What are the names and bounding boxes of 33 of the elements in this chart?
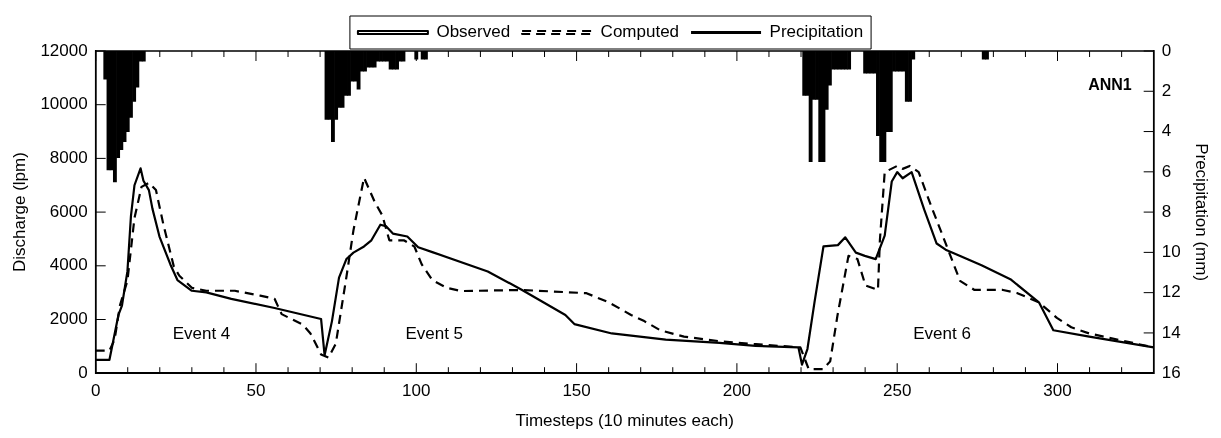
- y-tick-label: 6000: [49, 201, 88, 221]
- y2-tick-label: 4: [1161, 121, 1172, 141]
- y-tick-label: 0: [78, 362, 88, 382]
- x-tick-label: 100: [402, 381, 431, 401]
- x-axis-title: Timesteps (10 minutes each): [515, 411, 734, 431]
- y2-tick-label: 12: [1161, 282, 1181, 302]
- annotation: ANN1: [1088, 76, 1132, 94]
- y2-axis-title: Precipitation (mm): [1192, 143, 1212, 282]
- x-tick-label: 0: [90, 381, 101, 401]
- x-tick-label: 200: [722, 381, 752, 401]
- annotation: Event 5: [405, 324, 464, 344]
- y2-tick-label: 0: [1161, 40, 1172, 60]
- y2-tick-label: 6: [1161, 161, 1172, 181]
- y-tick-label: 2000: [49, 309, 88, 329]
- annotation: Event 4: [172, 324, 231, 344]
- y-tick-label: 12000: [40, 40, 88, 60]
- x-tick-label: 50: [246, 381, 266, 401]
- legend-label: Observed: [436, 22, 511, 42]
- y-tick-label: 8000: [49, 148, 88, 168]
- y2-tick-label: 2: [1161, 80, 1172, 100]
- legend-label: Precipitation: [769, 22, 864, 42]
- x-tick-label: 300: [1043, 381, 1072, 401]
- y-tick-label: 10000: [40, 94, 88, 114]
- legend-label: Computed: [600, 22, 680, 42]
- y2-tick-label: 10: [1161, 242, 1181, 262]
- x-tick-label: 250: [883, 381, 912, 401]
- y-axis-title: Discharge (lpm): [9, 152, 29, 273]
- y-tick-label: 4000: [49, 255, 88, 275]
- y2-tick-label: 16: [1161, 362, 1181, 382]
- x-tick-label: 150: [562, 381, 591, 401]
- y2-tick-label: 8: [1161, 201, 1172, 221]
- y2-tick-label: 14: [1161, 322, 1181, 342]
- annotation: Event 6: [913, 324, 971, 344]
